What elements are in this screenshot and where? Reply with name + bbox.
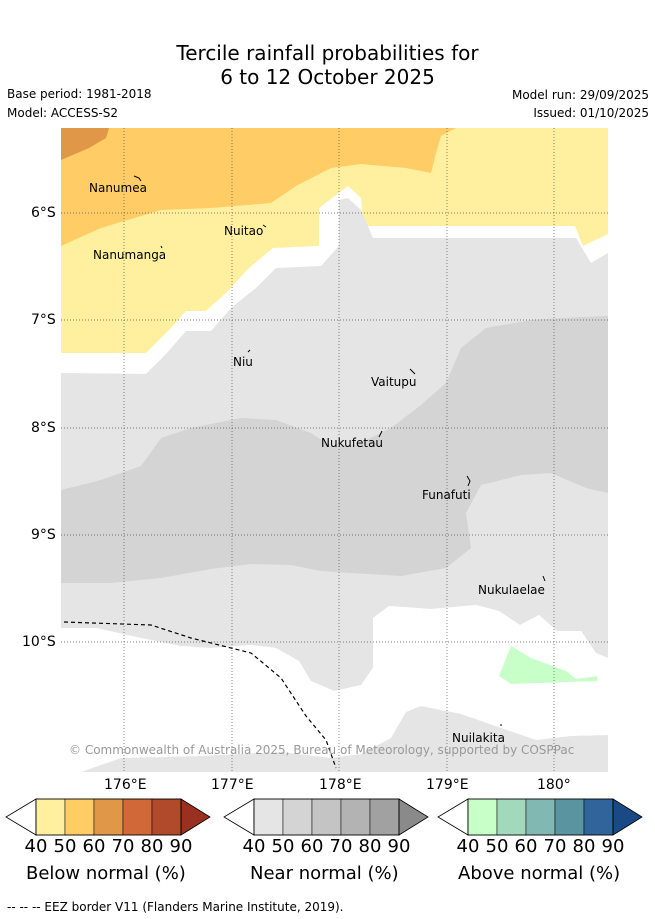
legend-above-tick: 60 bbox=[514, 836, 538, 857]
legend-near-tick: 90 bbox=[387, 836, 411, 857]
place-nuitao: Nuitao bbox=[224, 224, 264, 238]
legend-near-swatch bbox=[253, 798, 284, 836]
legend-below-low-arrow bbox=[5, 798, 37, 836]
legend-above-tick: 80 bbox=[572, 836, 596, 857]
niu-island-icon bbox=[247, 349, 251, 353]
place-nukulaelae: Nukulaelae bbox=[478, 583, 545, 597]
lat-label-7s: 7°S bbox=[31, 312, 56, 328]
lon-label-178e: 178°E bbox=[319, 777, 362, 793]
legend-above-swatch bbox=[467, 798, 498, 836]
lon-label-179e: 179°E bbox=[426, 777, 469, 793]
legend-near-swatch bbox=[311, 798, 342, 836]
legend-above-tick: 70 bbox=[543, 836, 567, 857]
legend-above-label: Above normal (%) bbox=[458, 863, 621, 884]
lat-label-6s: 6°S bbox=[31, 205, 56, 221]
legend-below-frame bbox=[35, 798, 182, 836]
legend-above-swatch bbox=[525, 798, 556, 836]
legend-below-swatch bbox=[93, 798, 124, 836]
funafuti-island-icon bbox=[466, 475, 471, 487]
legend-near-frame bbox=[253, 798, 400, 836]
model-run: Model run: 29/09/2025 bbox=[511, 88, 649, 102]
legend-near-low-arrow bbox=[223, 798, 255, 836]
legend-above-tick: 40 bbox=[456, 836, 480, 857]
legend-near-tick: 50 bbox=[271, 836, 295, 857]
nuitao-island-icon bbox=[262, 224, 267, 228]
lat-label-8s: 8°S bbox=[31, 420, 56, 436]
legend-near-tick: 60 bbox=[300, 836, 324, 857]
nanumea-island-icon bbox=[133, 175, 142, 182]
legend-below-bar bbox=[5, 798, 211, 836]
legend-above-low-arrow bbox=[437, 798, 469, 836]
legend-above-swatch bbox=[583, 798, 614, 836]
lon-label-177e: 177°E bbox=[211, 777, 254, 793]
place-nuilakita: Nuilakita bbox=[452, 731, 505, 745]
place-vaitupu: Vaitupu bbox=[371, 375, 417, 389]
legend-near-swatch bbox=[369, 798, 400, 836]
legend-colorbars bbox=[5, 798, 643, 836]
legend-below-tick: 60 bbox=[82, 836, 106, 857]
legend-above-frame bbox=[467, 798, 614, 836]
legend-below-swatch bbox=[64, 798, 95, 836]
legend-below-swatch bbox=[151, 798, 182, 836]
map-subtitle: 6 to 12 October 2025 bbox=[220, 65, 435, 89]
lat-label-10s: 10°S bbox=[22, 634, 56, 650]
legend-above-bar bbox=[437, 798, 643, 836]
legend-above-swatch bbox=[496, 798, 527, 836]
legend-below-swatch bbox=[122, 798, 153, 836]
near-40-50-south-region bbox=[81, 706, 608, 772]
legend-above-tick: 50 bbox=[485, 836, 509, 857]
legend-below-tick: 40 bbox=[24, 836, 48, 857]
legend-below-swatch bbox=[35, 798, 66, 836]
place-nanumea: Nanumea bbox=[89, 181, 147, 195]
nukulaelae-island-icon bbox=[542, 575, 546, 582]
near-50-60-region bbox=[61, 316, 608, 583]
below-60-70-region bbox=[61, 128, 109, 160]
copyright-notice: © Commonwealth of Australia 2025, Bureau… bbox=[69, 743, 575, 757]
legend-below-tick: 90 bbox=[169, 836, 193, 857]
place-nukufetau: Nukufetau bbox=[321, 436, 384, 450]
legend-near-bar bbox=[223, 798, 429, 836]
legend-near-tick: 80 bbox=[358, 836, 382, 857]
lat-label-9s: 9°S bbox=[31, 527, 56, 543]
legend-near-high-arrow bbox=[398, 798, 429, 836]
above-40-50-region bbox=[499, 646, 598, 684]
issued-date: Issued: 01/10/2025 bbox=[533, 106, 649, 120]
place-niu: Niu bbox=[233, 355, 253, 369]
nanumanga-island-icon bbox=[160, 245, 163, 249]
below-50-60-region bbox=[61, 128, 456, 246]
base-period: Base period: 1981-2018 bbox=[7, 87, 152, 101]
eez-border bbox=[63, 621, 337, 769]
vaitupu-island-icon bbox=[409, 368, 416, 375]
graticule bbox=[61, 128, 608, 772]
legend-below-high-arrow bbox=[180, 798, 211, 836]
legend-near-swatch bbox=[340, 798, 371, 836]
map-title: Tercile rainfall probabilities for bbox=[176, 41, 479, 65]
legend-below-tick: 70 bbox=[111, 836, 135, 857]
nukufetau-island-icon bbox=[378, 430, 383, 438]
legend-below-label: Below normal (%) bbox=[26, 863, 186, 884]
legend-above-high-arrow bbox=[612, 798, 643, 836]
place-funafuti: Funafuti bbox=[422, 488, 471, 502]
legend-near-label: Near normal (%) bbox=[250, 863, 399, 884]
lon-label-180: 180° bbox=[537, 777, 571, 793]
legend-near-swatch bbox=[282, 798, 313, 836]
legend-above-tick: 90 bbox=[601, 836, 625, 857]
legend-near-tick: 70 bbox=[329, 836, 353, 857]
legend-below-tick: 80 bbox=[140, 836, 164, 857]
legend-near-tick: 40 bbox=[242, 836, 266, 857]
rainfall-map bbox=[61, 128, 608, 772]
model-name: Model: ACCESS-S2 bbox=[7, 106, 119, 120]
eez-footnote: -- -- -- EEZ border V11 (Flanders Marine… bbox=[7, 900, 344, 914]
legend-above-swatch bbox=[554, 798, 585, 836]
lon-label-176e: 176°E bbox=[104, 777, 147, 793]
legend-below-tick: 50 bbox=[53, 836, 77, 857]
place-nanumanga: Nanumanga bbox=[93, 248, 167, 262]
